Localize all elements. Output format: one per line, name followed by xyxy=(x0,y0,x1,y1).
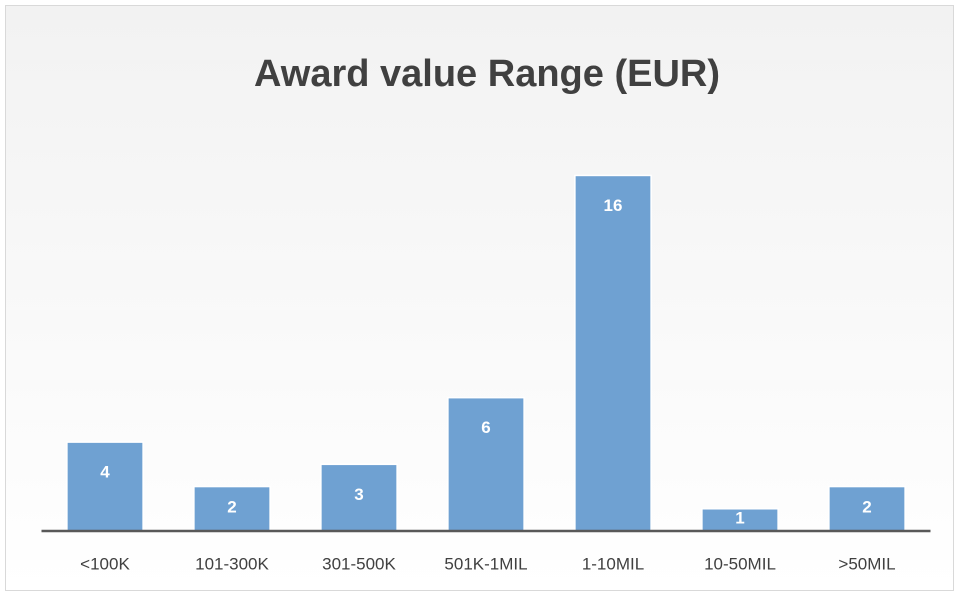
x-tick-label: <100K xyxy=(80,554,130,573)
x-tick-label: 1-10MIL xyxy=(582,554,644,573)
x-tick-label: 501K-1MIL xyxy=(444,554,527,573)
x-tick-label: 101-300K xyxy=(195,554,269,573)
bar xyxy=(66,441,144,532)
bar xyxy=(447,396,525,532)
x-tick-label: >50MIL xyxy=(838,554,895,573)
data-label: 16 xyxy=(604,196,623,215)
x-tick-label: 10-50MIL xyxy=(704,554,776,573)
data-label: 3 xyxy=(354,485,363,504)
data-label: 4 xyxy=(100,463,110,482)
chart-title: Award value Range (EUR) xyxy=(254,53,720,95)
bar xyxy=(193,485,271,532)
data-label: 2 xyxy=(227,497,236,516)
data-label: 6 xyxy=(481,418,490,437)
data-label: 2 xyxy=(862,497,871,516)
x-tick-label: 301-500K xyxy=(322,554,396,573)
bar xyxy=(320,463,398,532)
data-label: 1 xyxy=(735,508,744,527)
bar xyxy=(574,174,652,532)
